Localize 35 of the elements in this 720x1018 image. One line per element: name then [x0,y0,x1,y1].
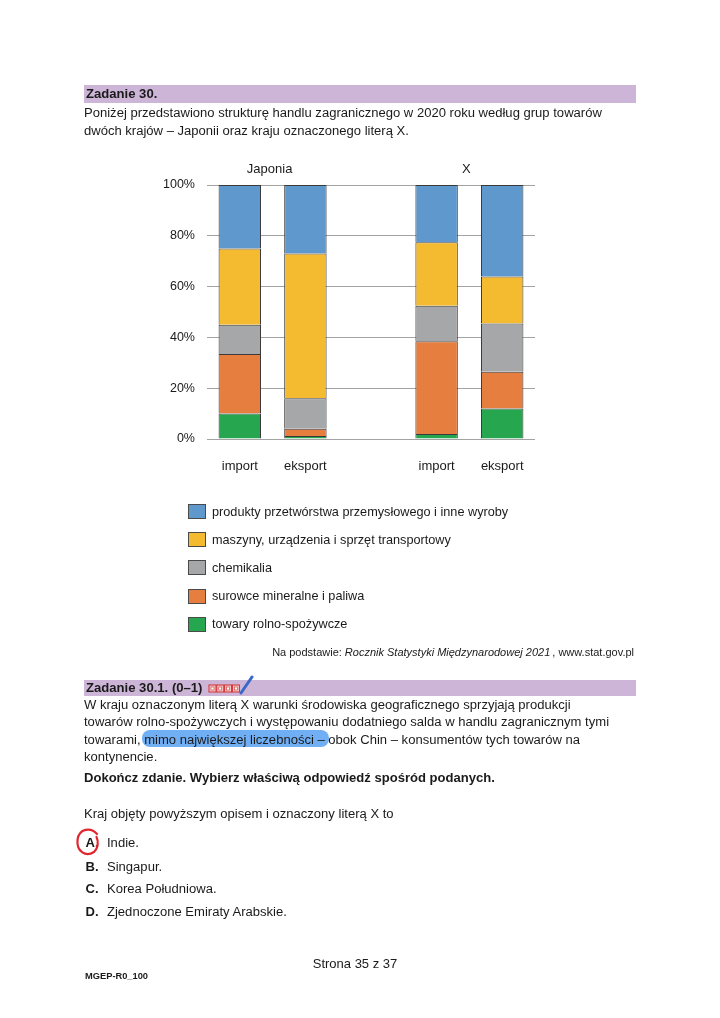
x-tick-label: import [221,458,259,474]
chart-title: Zadanie 30. [86,86,158,101]
y-tick-label: 80% [169,228,195,243]
x-tick-label: eksport [284,458,328,474]
x-tick-label: import [418,458,456,474]
x-tick-label: eksport [480,458,524,474]
legend-label: chemikalia [212,560,272,575]
y-tick-label: 60% [169,279,195,294]
text: Na podstawie: [272,646,342,658]
text: B. [85,858,99,874]
chart-subtitle: Poniżej przedstawiono strukturę handlu zagranicznego w 2020 roku według grup towarów dwóch krajów – Japonii oraz kraju oznaczonego literą X. [84,105,602,138]
legend-label: towary rolno-spożywcze [212,617,348,632]
legend-label: produkty przetwórstwa przemysłowego i inne wyroby [212,504,509,519]
text: X [462,161,472,177]
text: MGEP-R0_100 [85,971,149,981]
legend-label: surowce mineralne i paliwa [212,589,365,604]
y-tick-label: 100% [163,177,195,192]
text: , www.stat.gov.pl [552,646,634,658]
text: W kraju oznaczonym literą X warunki środowiska geograficznego sprzyjają produkcji towarów rolno-spożywczych i występowaniu dodatniego salda w handlu zagranicznym tymi towarami, mimo największej liczebności – obok Chin – konsumentów tych towarów na kontynencie. [84,697,610,764]
text: Strona 35 z 37 [312,956,398,971]
text: Indie. [107,835,139,850]
y-tick-label: 0% [176,431,195,446]
text: Dokończ zdanie. Wybierz właściwą odpowiedź spośród podanych. [84,770,495,785]
text: Singapur. [107,858,163,874]
y-tick-label: 20% [169,380,195,395]
text: Zadanie 30.1. (0–1) [86,680,203,695]
text: Korea Południowa. [107,881,217,896]
text: D. [85,903,99,919]
legend-label: maszyny, urządzenia i sprzęt transportowy [212,532,451,547]
text: C. [85,881,99,896]
text: Rocznik Statystyki Międzynarodowej 2021 [344,646,551,658]
text: Zjednoczone Emiraty Arabskie. [107,903,287,919]
text: Japonia [246,161,294,177]
text: Kraj objęty powyższym opisem i oznaczony literą X to [84,806,394,821]
y-tick-label: 40% [169,329,195,344]
